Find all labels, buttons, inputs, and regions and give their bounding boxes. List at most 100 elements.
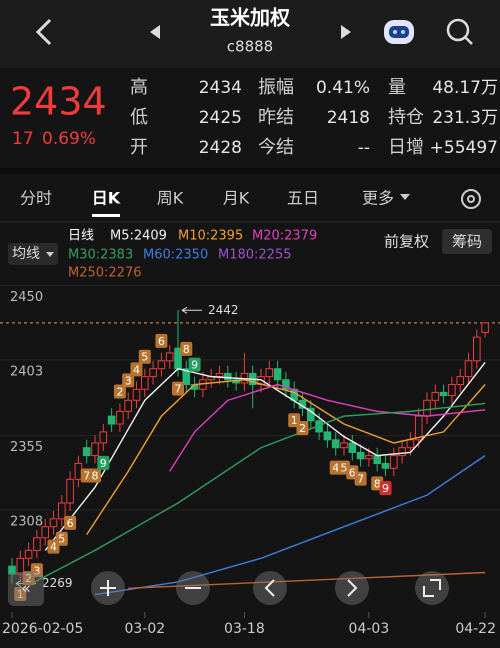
stat-label: 持仓 <box>388 107 424 128</box>
candle-body <box>331 439 340 449</box>
chips-button[interactable] <box>442 229 492 254</box>
td-marker: 3 <box>122 373 135 388</box>
td-label: 2 <box>25 572 32 585</box>
candle-body <box>431 391 440 401</box>
td-label: 7 <box>83 470 90 483</box>
tab[interactable]: 周K <box>157 189 184 208</box>
candle-body <box>282 379 290 390</box>
pan-right[interactable] <box>335 571 369 605</box>
td-marker: 2 <box>296 421 309 436</box>
td-label: 7 <box>357 473 364 486</box>
candle-body <box>116 410 124 425</box>
tab-underline <box>92 214 120 217</box>
prev-button[interactable] <box>150 25 160 39</box>
right-icon <box>347 579 358 597</box>
candle-body <box>8 565 16 575</box>
tab[interactable]: 日K <box>92 189 121 208</box>
assistant-icon[interactable] <box>384 20 414 44</box>
x-tick-label: 04-22 <box>455 621 496 637</box>
td-marker: 8 <box>180 341 193 356</box>
td-label: 6 <box>158 335 165 348</box>
scroll-left[interactable] <box>8 572 44 606</box>
ma-line <box>169 383 486 472</box>
td-box <box>138 349 151 364</box>
td-label: 8 <box>92 470 99 483</box>
stat-value: +55497 <box>430 138 498 158</box>
pan-left[interactable] <box>253 571 287 605</box>
tab[interactable]: 分时 <box>20 189 52 208</box>
candle-body <box>182 368 191 386</box>
td-box <box>14 586 27 601</box>
y-tick-label: 2450 <box>10 290 43 305</box>
adjust[interactable]: 前复权 <box>384 233 429 251</box>
tabs: 分时 日K 周K 月K 五日 更多 <box>20 189 394 217</box>
reset-icon <box>423 579 441 597</box>
td-label: 1 <box>17 588 24 601</box>
td-marker: 4 <box>130 362 143 377</box>
candle-body <box>373 455 381 465</box>
candle-body <box>58 502 66 520</box>
tab[interactable]: 月K <box>223 189 250 208</box>
stat-label: 开 <box>130 137 148 158</box>
stat-label: 日增 <box>388 137 424 158</box>
td-label: 4 <box>133 363 140 376</box>
candle-body <box>464 360 473 378</box>
header-bg <box>0 0 500 68</box>
left-icon <box>264 579 275 597</box>
settings-icon[interactable] <box>461 189 481 209</box>
td-marker: 9 <box>97 455 110 470</box>
td-label: 8 <box>374 477 381 490</box>
candle-body <box>141 376 149 390</box>
ma-menu[interactable]: 均线 <box>12 246 40 262</box>
candle-body <box>49 518 58 528</box>
stat-label: 高 <box>130 77 148 98</box>
td-marker: 2 <box>113 384 126 399</box>
td-label: 5 <box>141 351 148 364</box>
reset[interactable] <box>415 571 449 605</box>
candle-body <box>41 526 50 539</box>
legend-entry: M180:2255 <box>218 248 292 263</box>
extreme-label: 2442 <box>208 303 239 317</box>
candle-body <box>406 439 415 449</box>
code: c8888 <box>227 38 273 56</box>
ma-menu-button[interactable] <box>8 243 58 265</box>
candle-body <box>323 431 332 441</box>
ma-line <box>128 571 486 590</box>
tab[interactable]: 五日 <box>287 189 319 208</box>
candle-body <box>348 442 357 453</box>
candle-body <box>365 455 373 460</box>
ma-line <box>94 455 486 596</box>
tab[interactable]: 更多 <box>362 189 394 208</box>
ma-line <box>86 379 486 535</box>
td-marker: 5 <box>138 349 151 364</box>
candle-body <box>414 415 423 441</box>
td-label: 9 <box>382 482 389 495</box>
candle-body <box>66 478 74 504</box>
stat-value: 2434 <box>199 78 242 98</box>
stat-value: 2425 <box>199 108 242 128</box>
next-button[interactable] <box>341 25 351 39</box>
y-tick-label: 2403 <box>10 364 43 379</box>
chips[interactable]: 筹码 <box>452 233 482 251</box>
x-tick-label: 03-02 <box>124 621 165 637</box>
td-label: 5 <box>341 462 348 475</box>
td-box <box>89 468 101 483</box>
ma-line <box>44 361 486 551</box>
candle-body <box>224 372 232 381</box>
td-label: 2 <box>299 422 306 435</box>
divider <box>0 168 500 174</box>
search-icon[interactable] <box>446 18 473 45</box>
td-label: 3 <box>33 564 40 577</box>
candle-body <box>390 455 398 469</box>
back-button[interactable] <box>35 18 52 46</box>
x-tick-label: 04-03 <box>349 621 390 637</box>
candle-body <box>165 352 174 362</box>
candle-body <box>340 442 348 449</box>
td-marker: 7 <box>354 471 367 486</box>
td-marker: 9 <box>188 357 201 372</box>
ma-caret <box>46 252 54 257</box>
td-label: 9 <box>100 457 107 470</box>
